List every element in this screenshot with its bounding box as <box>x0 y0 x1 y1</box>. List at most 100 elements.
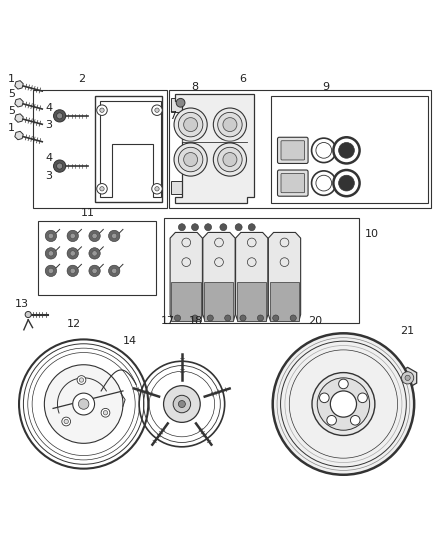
Circle shape <box>225 315 231 321</box>
Circle shape <box>79 378 84 382</box>
Circle shape <box>100 187 104 191</box>
Text: 3: 3 <box>45 171 52 181</box>
Text: 17: 17 <box>161 316 175 326</box>
Text: 12: 12 <box>67 319 81 329</box>
Circle shape <box>45 265 57 277</box>
Polygon shape <box>204 282 233 321</box>
Text: 4: 4 <box>45 103 52 113</box>
Circle shape <box>174 108 207 141</box>
Circle shape <box>178 147 203 172</box>
Bar <box>272 96 427 203</box>
Circle shape <box>70 251 75 256</box>
Circle shape <box>89 248 100 259</box>
Circle shape <box>316 175 332 191</box>
Circle shape <box>97 105 107 116</box>
Polygon shape <box>15 114 23 122</box>
Bar <box>95 96 162 202</box>
Circle shape <box>109 230 120 241</box>
Text: 1: 1 <box>8 123 15 133</box>
Circle shape <box>207 315 213 321</box>
Circle shape <box>70 268 75 273</box>
Circle shape <box>312 373 375 435</box>
Polygon shape <box>203 232 235 321</box>
Circle shape <box>330 391 357 417</box>
Circle shape <box>311 138 336 163</box>
Bar <box>171 99 182 111</box>
Polygon shape <box>175 94 254 203</box>
Circle shape <box>45 248 57 259</box>
Circle shape <box>103 410 108 415</box>
Circle shape <box>316 142 332 158</box>
Text: 9: 9 <box>322 82 329 92</box>
Polygon shape <box>15 131 23 140</box>
Text: 1: 1 <box>8 74 15 84</box>
Circle shape <box>405 375 410 381</box>
Text: 3: 3 <box>45 120 52 131</box>
Circle shape <box>402 372 414 384</box>
Circle shape <box>339 379 348 389</box>
Text: 10: 10 <box>365 229 379 239</box>
Circle shape <box>155 187 159 191</box>
Circle shape <box>358 393 367 402</box>
Circle shape <box>152 183 162 194</box>
Circle shape <box>213 143 247 176</box>
Circle shape <box>273 315 279 321</box>
Circle shape <box>218 147 242 172</box>
Circle shape <box>184 118 198 132</box>
Circle shape <box>67 230 78 241</box>
Circle shape <box>48 251 53 256</box>
Circle shape <box>339 175 354 191</box>
Circle shape <box>273 333 414 475</box>
Bar <box>164 219 359 323</box>
Polygon shape <box>15 80 23 89</box>
Circle shape <box>89 230 100 241</box>
FancyBboxPatch shape <box>281 174 304 193</box>
Polygon shape <box>236 232 268 321</box>
Text: 6: 6 <box>240 74 247 84</box>
FancyBboxPatch shape <box>278 138 308 164</box>
Bar <box>171 181 182 195</box>
Circle shape <box>92 268 97 273</box>
Circle shape <box>333 170 360 196</box>
Bar <box>38 221 155 295</box>
Circle shape <box>191 224 198 231</box>
Polygon shape <box>268 232 300 321</box>
Circle shape <box>45 230 57 241</box>
Polygon shape <box>399 367 417 389</box>
Circle shape <box>112 268 117 273</box>
Circle shape <box>235 224 242 231</box>
Text: 21: 21 <box>401 326 415 336</box>
Text: 18: 18 <box>189 316 203 326</box>
Text: 7: 7 <box>170 111 177 121</box>
Circle shape <box>333 138 360 164</box>
Circle shape <box>70 233 75 239</box>
Circle shape <box>240 315 246 321</box>
Circle shape <box>112 233 117 239</box>
Circle shape <box>176 99 185 107</box>
Circle shape <box>57 163 63 169</box>
Text: 8: 8 <box>191 83 198 93</box>
Circle shape <box>184 152 198 166</box>
Circle shape <box>178 112 203 137</box>
Polygon shape <box>100 101 161 197</box>
Circle shape <box>101 408 110 417</box>
Circle shape <box>327 416 336 425</box>
Circle shape <box>178 400 185 408</box>
Text: 20: 20 <box>308 316 322 326</box>
Text: 11: 11 <box>81 208 95 218</box>
Circle shape <box>48 233 53 239</box>
Polygon shape <box>237 282 266 321</box>
Bar <box>169 90 431 207</box>
Circle shape <box>205 224 212 231</box>
Circle shape <box>258 315 264 321</box>
Circle shape <box>92 233 97 239</box>
Circle shape <box>89 265 100 277</box>
Circle shape <box>64 419 68 424</box>
Circle shape <box>48 268 53 273</box>
Circle shape <box>339 142 354 158</box>
Circle shape <box>53 160 66 172</box>
Circle shape <box>78 399 89 409</box>
Circle shape <box>73 393 95 415</box>
Circle shape <box>178 224 185 231</box>
Circle shape <box>25 311 31 318</box>
